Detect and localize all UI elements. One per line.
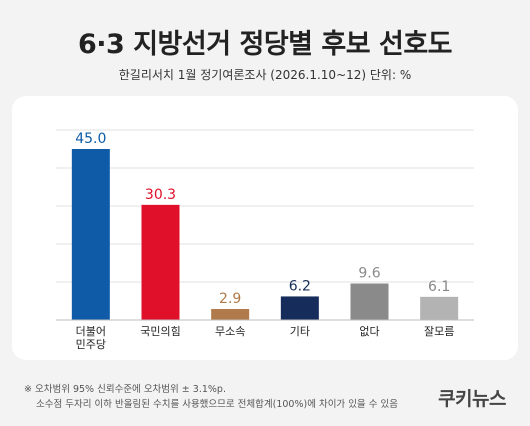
chart-subtitle: 한길리서치 1월 정기여론조사 (2026.1.10~12) 단위: % [118, 68, 412, 82]
category-label-0-1: 민주당 [76, 338, 106, 351]
category-label-0-0: 더불어 [76, 325, 106, 338]
footnote-margin-of-error: ※ 오차범위 95% 신뢰수준에 오차범위 ± 3.1%p. [24, 384, 226, 395]
category-label-3-0: 기타 [290, 325, 310, 338]
value-label-3: 6.2 [289, 278, 311, 294]
footnote-rounding: 소수점 두자리 이하 반올림된 수치를 사용했으므로 전체합계(100%)에 차… [36, 399, 398, 410]
bar-4 [350, 283, 389, 320]
bar-1 [141, 204, 180, 320]
bar-2 [211, 308, 250, 320]
chart-title: 6·3 지방선거 정당별 후보 선호도 [77, 29, 453, 60]
bar-5 [420, 296, 459, 320]
bar-0 [71, 149, 110, 320]
value-label-0: 45.0 [75, 131, 106, 147]
value-label-1: 30.3 [145, 187, 176, 203]
category-label-1-0: 국민의힘 [140, 325, 180, 338]
brand-logo: 쿠키뉴스 [438, 388, 506, 410]
bar-3 [280, 296, 319, 320]
category-label-5-0: 잘모름 [424, 325, 454, 338]
value-label-5: 6.1 [428, 279, 450, 295]
value-label-2: 2.9 [219, 291, 241, 307]
category-label-2-0: 무소속 [215, 325, 245, 338]
value-label-4: 9.6 [358, 266, 380, 282]
category-label-4-0: 없다 [359, 325, 379, 338]
chart-card: 45.0 더불어 민주당 30.3 국민의힘 2.9 무소속 6.2 기타 9.6 없다 6.1 잘모름 [12, 96, 518, 360]
